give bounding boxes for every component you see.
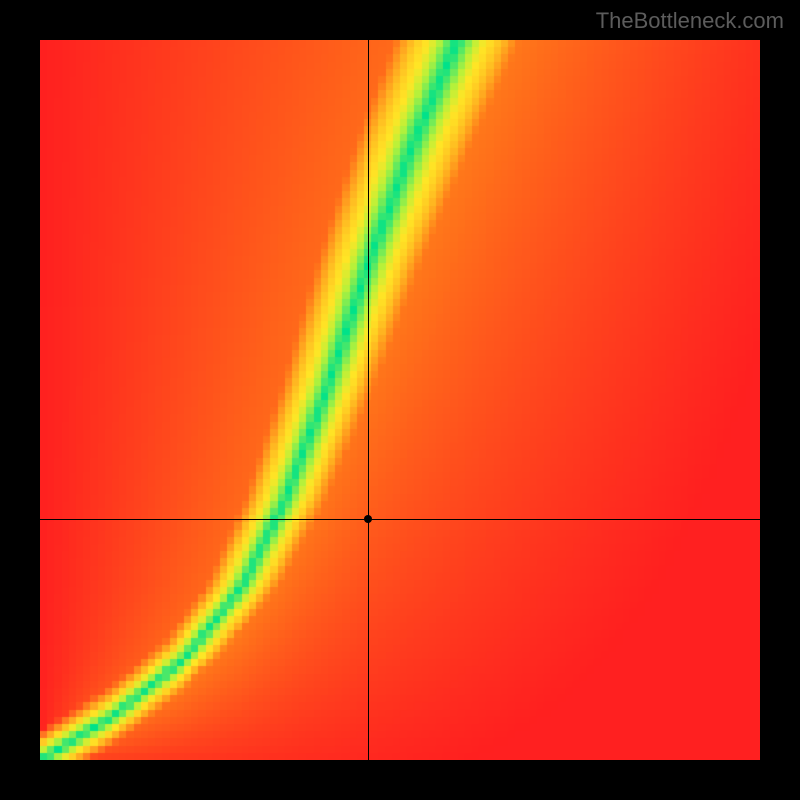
heatmap-canvas [40,40,760,760]
crosshair-vertical [368,40,369,760]
plot-area [40,40,760,760]
watermark-text: TheBottleneck.com [596,8,784,34]
crosshair-horizontal [40,519,760,520]
crosshair-dot [364,515,372,523]
